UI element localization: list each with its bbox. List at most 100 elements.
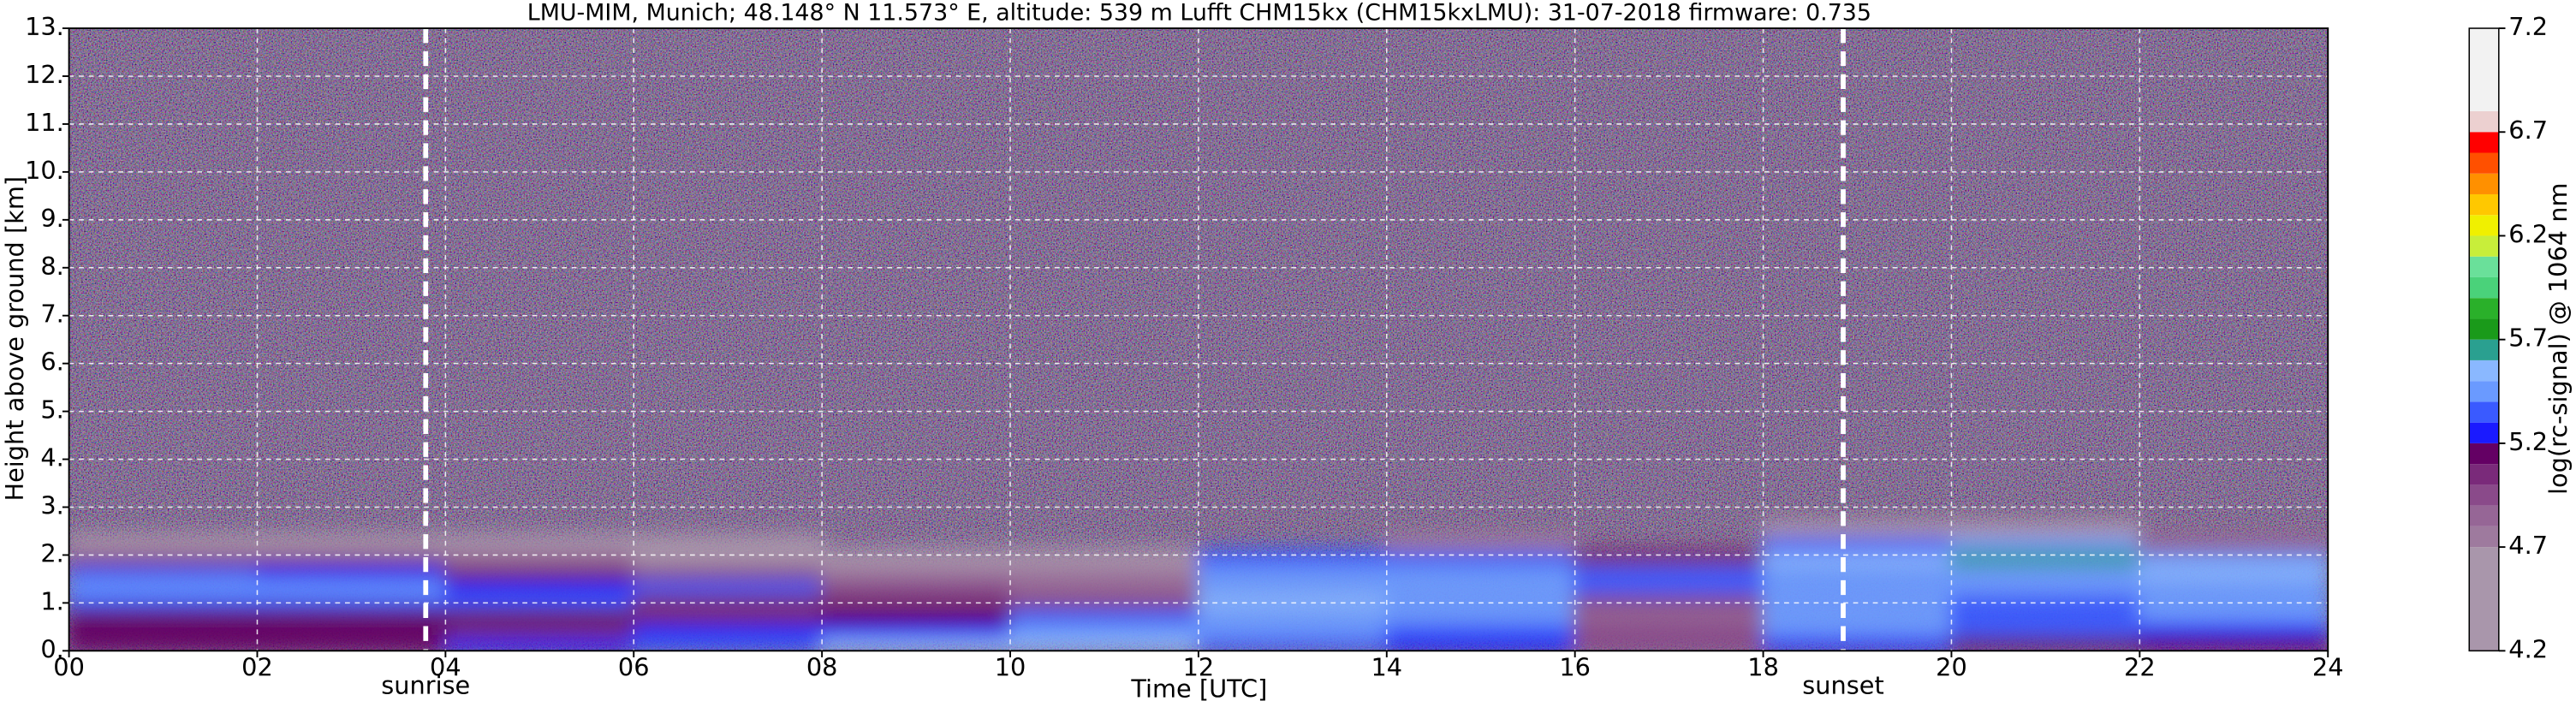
chart-title: LMU-MIM, Munich; 48.148° N 11.573° E, al…: [527, 0, 1871, 26]
colorbar-band: [2469, 401, 2499, 423]
heat-cell: [1949, 577, 2142, 596]
y-tick-label: 3.: [40, 491, 63, 520]
colorbar-band: [2469, 526, 2499, 548]
colorbar-tick-label: 5.2: [2508, 427, 2548, 456]
colorbar-band: [2469, 318, 2499, 340]
heat-cell: [68, 591, 259, 609]
y-tick-label: 4.: [40, 443, 63, 472]
colorbar-band: [2469, 422, 2499, 443]
heat-cell: [1761, 591, 1954, 609]
x-tick-label: 22: [2124, 652, 2156, 681]
heat-cell: [1384, 577, 1577, 596]
heat-cell: [632, 591, 824, 609]
heat-cell: [255, 634, 448, 651]
heat-cell: [443, 548, 636, 567]
heat-cell: [255, 534, 448, 552]
heat-cell: [1573, 620, 1765, 639]
y-tick-label: 8.: [40, 252, 63, 281]
overlay: [68, 27, 2329, 652]
heat-cell: [632, 634, 824, 651]
heat-cell: [443, 634, 636, 651]
colorbar-band: [2469, 28, 2499, 112]
colorbar-band: [2469, 484, 2499, 506]
colorbar-band: [2469, 381, 2499, 402]
heat-cell: [1573, 548, 1765, 567]
heat-cell: [443, 562, 636, 581]
y-tick-label: 0.: [40, 634, 63, 663]
colorbar-tick-label: 6.2: [2508, 219, 2548, 248]
colorbar-band: [2469, 276, 2499, 299]
heat-cell: [1196, 591, 1389, 609]
colorbar-tick-label: 4.7: [2508, 531, 2548, 560]
heat-cell: [1008, 562, 1200, 581]
colorbar-band: [2469, 235, 2499, 257]
heat-cell: [68, 634, 259, 651]
heat-cell: [2138, 534, 2329, 552]
heat-cell: [255, 577, 448, 596]
heat-cell: [632, 534, 824, 552]
heat-cell: [2138, 548, 2329, 567]
heat-cell: [68, 577, 259, 596]
heat-cell: [1008, 591, 1200, 609]
colorbar-frame: [2468, 27, 2500, 652]
heat-cell: [1949, 620, 2142, 639]
heat-cell: [1573, 591, 1765, 609]
colorbar-band: [2469, 547, 2499, 651]
heat-cell: [255, 591, 448, 609]
heat-cell: [1949, 520, 2142, 538]
heat-cell: [1384, 606, 1577, 624]
heat-cell: [1761, 606, 1954, 624]
heat-cell: [1761, 634, 1954, 651]
heat-cell: [1384, 562, 1577, 581]
heat-cell: [1949, 606, 2142, 624]
colorbar-tick-label: 7.2: [2508, 12, 2548, 41]
colorbar-band: [2469, 505, 2499, 526]
heat-cell: [443, 606, 636, 624]
heat-cell: [443, 591, 636, 609]
heat-cell: [1573, 577, 1765, 596]
heat-cell: [1384, 620, 1577, 639]
colorbar-tick-label: 4.2: [2508, 634, 2548, 663]
heat-cell: [1008, 634, 1200, 651]
x-tick-label: 12: [1183, 652, 1215, 681]
heat-cell: [1761, 620, 1954, 639]
heat-cell: [1008, 577, 1200, 596]
colorbar-band: [2469, 215, 2499, 236]
y-tick-label: 1.: [40, 586, 63, 615]
heat-cell: [1761, 562, 1954, 581]
heat-cell: [2138, 562, 2329, 581]
heat-cell: [1008, 548, 1200, 567]
x-axis-label: Time [UTC]: [1130, 674, 1267, 703]
heat-cell: [1573, 606, 1765, 624]
heat-cell: [255, 562, 448, 581]
x-tick-label: 02: [241, 652, 273, 681]
y-axis-label: Height above ground [km]: [0, 176, 29, 502]
colorbar-band: [2469, 256, 2499, 277]
heat-cell: [1384, 634, 1577, 651]
heat-cell: [443, 534, 636, 552]
event-label: sunrise: [381, 671, 470, 700]
y-tick-label: 7.: [40, 300, 63, 329]
heat-cell: [255, 620, 448, 639]
heat-cell: [1196, 606, 1389, 624]
heat-cell: [1573, 634, 1765, 651]
x-tick-label: 04: [430, 652, 461, 681]
heat-cell: [1196, 548, 1389, 567]
heat-cell: [255, 606, 448, 624]
heat-cell: [632, 548, 824, 567]
x-tick-label: 16: [1559, 652, 1591, 681]
colorbar-band: [2469, 111, 2499, 133]
heat-cell: [68, 562, 259, 581]
heat-cell: [443, 577, 636, 596]
x-tick-label: 20: [1936, 652, 1967, 681]
heat-cell: [1384, 534, 1577, 552]
heat-cell: [820, 548, 1012, 567]
x-tick-label: 08: [806, 652, 838, 681]
heat-cell: [1384, 548, 1577, 567]
heat-cell: [1761, 534, 1954, 552]
heatmap: [68, 520, 2329, 651]
colorbar-tick-label: 6.7: [2508, 116, 2548, 145]
heat-cell: [1761, 548, 1954, 567]
colorbar-band: [2469, 359, 2499, 382]
